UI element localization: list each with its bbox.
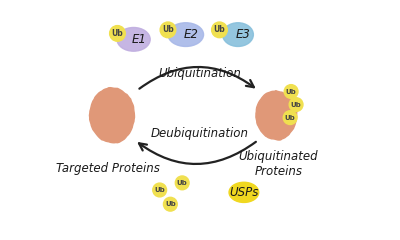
Circle shape (283, 111, 297, 125)
Text: Ub: Ub (162, 25, 174, 34)
Circle shape (153, 183, 166, 197)
FancyArrowPatch shape (139, 67, 254, 89)
Circle shape (289, 98, 303, 111)
Polygon shape (90, 88, 134, 143)
Circle shape (110, 26, 125, 41)
FancyArrowPatch shape (139, 142, 256, 164)
Text: E2: E2 (184, 28, 198, 41)
Circle shape (284, 85, 298, 98)
Polygon shape (256, 91, 297, 140)
Text: Ub: Ub (214, 25, 225, 34)
Text: Ub: Ub (291, 102, 302, 108)
Text: Ub: Ub (154, 187, 165, 193)
Ellipse shape (222, 23, 253, 47)
Ellipse shape (229, 182, 259, 202)
Text: Ub: Ub (165, 201, 176, 207)
Ellipse shape (168, 23, 204, 47)
Circle shape (160, 22, 176, 38)
Text: Ub: Ub (285, 115, 296, 121)
Text: E1: E1 (131, 33, 146, 46)
Text: Ub: Ub (286, 89, 296, 95)
Text: Ub: Ub (112, 29, 123, 38)
Text: Ubiquitination: Ubiquitination (158, 67, 242, 80)
Circle shape (175, 176, 189, 190)
Circle shape (164, 197, 177, 211)
Text: USPs: USPs (229, 186, 258, 199)
Circle shape (212, 22, 227, 38)
Text: Ubiquitinated
Proteins: Ubiquitinated Proteins (238, 150, 318, 178)
Text: Targeted Proteins: Targeted Proteins (56, 162, 160, 175)
Text: Ub: Ub (177, 180, 188, 186)
Text: Deubiquitination: Deubiquitination (151, 126, 249, 139)
Ellipse shape (117, 28, 150, 51)
Text: E3: E3 (236, 28, 251, 41)
